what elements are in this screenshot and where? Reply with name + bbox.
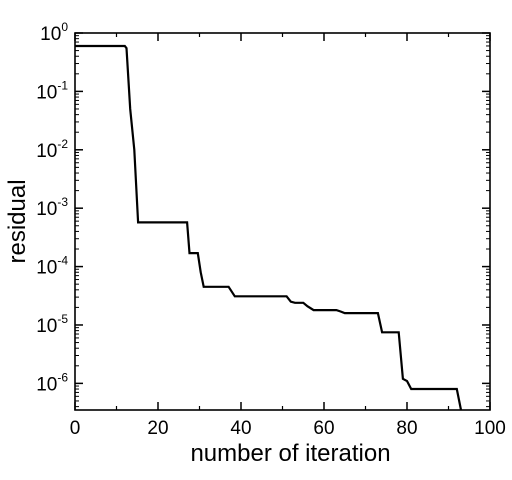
x-tick-label: 0 — [70, 418, 81, 439]
y-tick-base: 10 — [36, 82, 57, 103]
y-tick-base: 10 — [36, 316, 57, 337]
x-axis-ticks: 0 20 40 60 80 100 — [70, 33, 506, 439]
y-tick-base: 10 — [36, 141, 57, 162]
x-axis-title: number of iteration — [190, 440, 390, 467]
y-tick-exponent: -2 — [57, 137, 68, 151]
y-tick-label: 10-2 — [36, 137, 68, 162]
plot-frame — [74, 32, 491, 411]
y-tick-exponent: -3 — [57, 195, 68, 209]
y-tick-base: 10 — [36, 199, 57, 220]
x-tick-label: 60 — [313, 418, 334, 439]
y-tick-label: 10-1 — [36, 78, 68, 103]
x-tick-label: 80 — [396, 418, 417, 439]
y-tick-base: 10 — [36, 374, 57, 395]
x-tick-label: 100 — [474, 418, 506, 439]
y-tick-label: 10-6 — [36, 370, 68, 395]
x-tick-label: 40 — [230, 418, 251, 439]
y-tick-exponent: -4 — [57, 254, 68, 268]
y-axis-title: residual — [4, 179, 31, 263]
y-tick-base: 10 — [40, 24, 61, 45]
y-tick-exponent: -6 — [57, 370, 68, 384]
y-tick-exponent: -5 — [57, 312, 68, 326]
y-tick-label: 10-4 — [36, 254, 68, 279]
y-tick-base: 10 — [36, 258, 57, 279]
residual-series-line — [75, 44, 463, 411]
y-tick-label: 10-5 — [36, 312, 68, 337]
y-tick-exponent: -1 — [57, 78, 68, 92]
y-tick-exponent: 0 — [61, 20, 68, 34]
y-tick-label: 100 — [40, 20, 68, 45]
y-tick-label: 10-3 — [36, 195, 68, 220]
x-tick-label: 20 — [147, 418, 168, 439]
